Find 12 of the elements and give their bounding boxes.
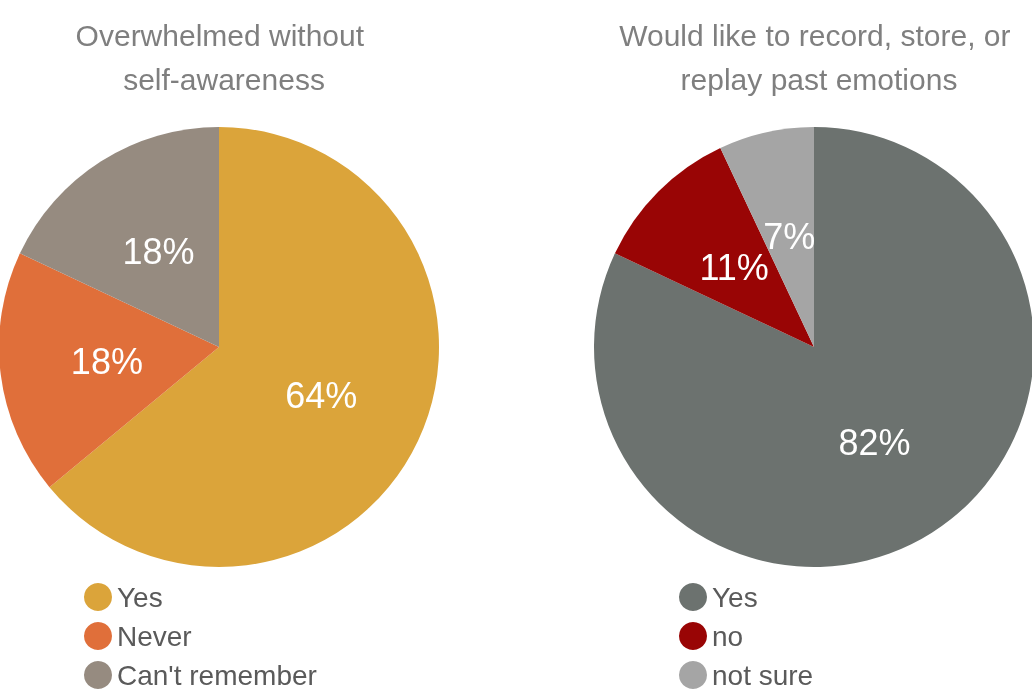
legend-label: Can't remember	[117, 659, 317, 691]
chart-title: Would like to record, store, or replay past emotions	[619, 18, 1019, 96]
legend-label: Yes	[712, 581, 758, 613]
data-label: 64%	[285, 374, 358, 416]
data-label: 18%	[70, 340, 143, 382]
legend-label: not sure	[712, 659, 814, 691]
data-label: 82%	[838, 421, 911, 463]
legend-label: Never	[117, 620, 192, 652]
chart-title: Overwhelmed without self-awareness	[75, 18, 373, 96]
legend-label: Yes	[117, 581, 163, 613]
data-label: 18%	[122, 231, 195, 273]
legend-label: no	[712, 620, 744, 652]
